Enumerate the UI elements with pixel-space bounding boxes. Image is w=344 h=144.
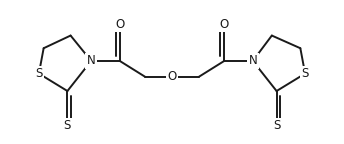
Text: N: N (87, 54, 96, 67)
Text: O: O (115, 18, 124, 31)
Text: S: S (273, 119, 280, 132)
Text: S: S (35, 67, 43, 80)
Text: S: S (301, 67, 309, 80)
Text: O: O (168, 70, 176, 83)
Text: S: S (64, 119, 71, 132)
Text: O: O (220, 18, 229, 31)
Text: N: N (248, 54, 257, 67)
